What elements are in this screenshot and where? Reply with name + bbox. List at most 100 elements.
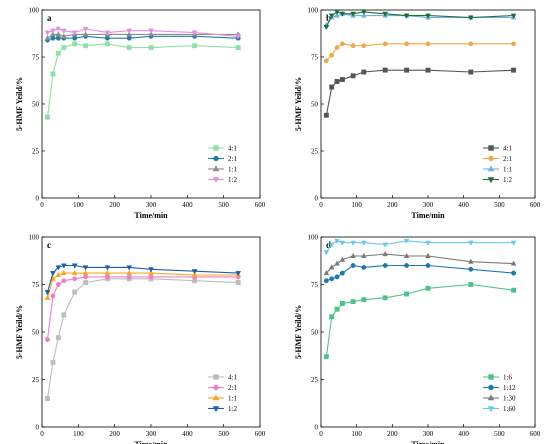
x-tick-label: 500 (494, 201, 505, 209)
y-tick-label: 100 (308, 234, 319, 242)
data-point (60, 28, 67, 34)
data-point (55, 265, 62, 271)
data-point (350, 43, 356, 49)
x-tick-label: 100 (351, 430, 362, 438)
legend-marker (487, 406, 495, 413)
x-tick-label: 0 (40, 201, 44, 209)
data-point (72, 289, 78, 295)
data-point (328, 242, 335, 248)
chart-panel-b: 0 100 200 300 400 500 600 0 25 50 75 100 Time/min 5-H… (294, 7, 541, 221)
data-point (334, 12, 340, 18)
series-1-to-2 (323, 9, 517, 31)
legend-marker (488, 384, 494, 391)
chart-panel-c: 0 100 200 300 400 500 600 0 25 50 75 100 Time/min 5-H… (15, 234, 266, 444)
series-line (46, 43, 239, 118)
legend-label: 1:12 (503, 384, 516, 392)
data-point (148, 31, 154, 37)
data-point (72, 35, 78, 41)
legend-label: 4:1 (228, 145, 237, 153)
y-tick-label: 100 (308, 7, 319, 15)
series-4-to-1 (45, 276, 241, 401)
data-point (425, 13, 431, 19)
data-point (339, 301, 345, 306)
data-point (191, 271, 198, 278)
data-point (55, 31, 62, 37)
data-point (360, 9, 367, 16)
x-tick-label: 300 (146, 201, 157, 209)
data-point (104, 41, 110, 47)
data-point (126, 269, 133, 276)
data-point (71, 269, 78, 276)
data-point (55, 282, 61, 287)
x-axis-label: Time/min (134, 440, 168, 444)
legend-label: 2:1 (503, 155, 512, 163)
data-point (511, 270, 517, 276)
legend: 1:6 1:12 1:30 1:60 (483, 374, 516, 413)
x-tick-label: 100 (73, 201, 84, 209)
data-point (71, 263, 78, 269)
series-4-to-1 (323, 67, 517, 118)
data-point (83, 280, 89, 286)
legend-label: 1:2 (228, 405, 237, 413)
data-point (468, 282, 474, 287)
legend-label: 4:1 (228, 374, 237, 382)
y-tick-label: 25 (32, 148, 40, 156)
data-point (191, 30, 198, 36)
y-tick-label: 25 (311, 148, 319, 156)
data-point (148, 269, 154, 276)
x-tick-label: 200 (109, 201, 120, 209)
series-1-to-6 (323, 282, 517, 360)
x-tick-label: 0 (40, 430, 44, 438)
data-point (55, 35, 61, 41)
data-point (425, 252, 431, 259)
data-point (191, 269, 198, 275)
legend-marker (212, 394, 220, 401)
legend-marker (213, 384, 219, 391)
data-point (235, 271, 242, 277)
data-point (360, 12, 367, 18)
data-point (361, 297, 367, 303)
series-1-to-2 (44, 263, 242, 296)
panel-label: d (326, 240, 331, 250)
data-point (126, 45, 132, 51)
legend-label: 1:60 (503, 405, 516, 413)
data-point (382, 250, 389, 257)
data-point (323, 269, 330, 276)
data-point (323, 24, 330, 31)
y-tick-label: 0 (36, 424, 40, 432)
data-point (350, 11, 356, 17)
data-point (403, 238, 410, 244)
data-point (104, 35, 110, 41)
data-point (339, 256, 346, 262)
legend-label: 2:1 (228, 384, 237, 392)
data-point (50, 359, 56, 365)
data-point (329, 84, 335, 90)
data-point (361, 264, 367, 270)
x-axis-label: Time/min (411, 211, 445, 220)
x-tick-label: 300 (423, 430, 434, 438)
data-point (361, 43, 367, 49)
data-point (126, 274, 132, 280)
legend-label: 1:2 (503, 176, 512, 184)
legend-label: 1:1 (228, 395, 237, 403)
data-point (510, 260, 517, 266)
series-1-to-30 (323, 250, 517, 276)
data-point (361, 69, 367, 75)
data-point (82, 269, 89, 276)
data-point (329, 276, 335, 282)
series-line (46, 278, 239, 399)
y-tick-label: 100 (29, 7, 40, 15)
legend-marker (488, 145, 494, 151)
data-point (126, 28, 133, 34)
x-tick-label: 600 (530, 430, 541, 438)
data-point (467, 258, 474, 264)
data-point (382, 295, 388, 301)
series-2-to-1 (45, 274, 241, 343)
data-point (235, 34, 242, 40)
data-point (334, 274, 340, 280)
data-point (334, 238, 340, 244)
data-point (350, 299, 356, 305)
panel-label: a (47, 13, 52, 23)
data-point (61, 312, 67, 318)
legend-marker (212, 165, 220, 172)
